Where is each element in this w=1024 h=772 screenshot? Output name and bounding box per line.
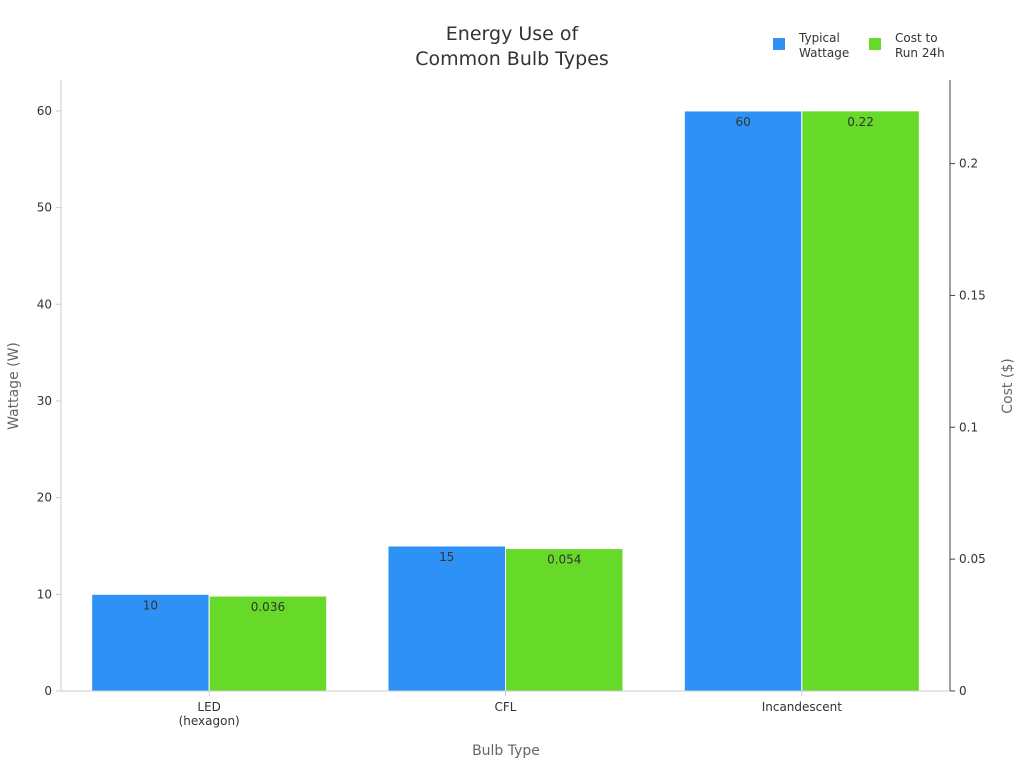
data-label: 15 [439, 550, 454, 564]
y-tick-label: 40 [37, 297, 52, 311]
x-tick-label: LED (hexagon) [179, 700, 240, 728]
bar-cost [801, 110, 920, 692]
y-tick-label: 10 [37, 587, 52, 601]
axes-layer [56, 80, 955, 696]
data-label: 10 [143, 598, 158, 612]
x-axis-label: Bulb Type [472, 743, 540, 759]
y-tick-label: 60 [37, 104, 52, 118]
data-label: 0.036 [251, 600, 285, 614]
y2-tick-label: 0.15 [959, 288, 986, 302]
bar-cost [208, 595, 328, 692]
y-tick-label: 30 [37, 394, 52, 408]
data-label: 0.054 [547, 553, 581, 567]
y-axis-label: Wattage (W) [6, 342, 22, 430]
data-label: 60 [735, 115, 750, 129]
x-tick-label: Incandescent [762, 700, 843, 714]
bar-wattage [91, 593, 210, 692]
y2-tick-label: 0 [959, 684, 967, 698]
bar-cost [505, 548, 624, 692]
data-label: 0.22 [847, 115, 874, 129]
y2-tick-label: 0.2 [959, 157, 978, 171]
chart-legend: Typical Wattage Cost to Run 24h [773, 31, 945, 60]
legend-swatch-cost [869, 38, 881, 50]
chart-title: Energy Use of Common Bulb Types [415, 23, 609, 70]
x-tick-label: CFL [495, 700, 517, 714]
y-tick-label: 20 [37, 491, 52, 505]
y2-axis-label: Cost ($) [1000, 358, 1016, 413]
text-layer: 10 0.036 LED (hexagon) 15 0.054 CFL 60 0.22 Incan… [6, 23, 1016, 759]
legend-swatch-wattage [773, 38, 785, 50]
y2-tick-label: 0.1 [959, 420, 978, 434]
bar-wattage [387, 545, 506, 692]
bar-wattage [683, 110, 803, 692]
legend-label-cost: Cost to Run 24h [895, 31, 945, 60]
legend-label-wattage: Typical Wattage [798, 31, 849, 60]
y2-tick-label: 0.05 [959, 552, 986, 566]
y-tick-label: 0 [44, 684, 52, 698]
bars-layer [91, 110, 920, 692]
y-tick-label: 50 [37, 201, 52, 215]
